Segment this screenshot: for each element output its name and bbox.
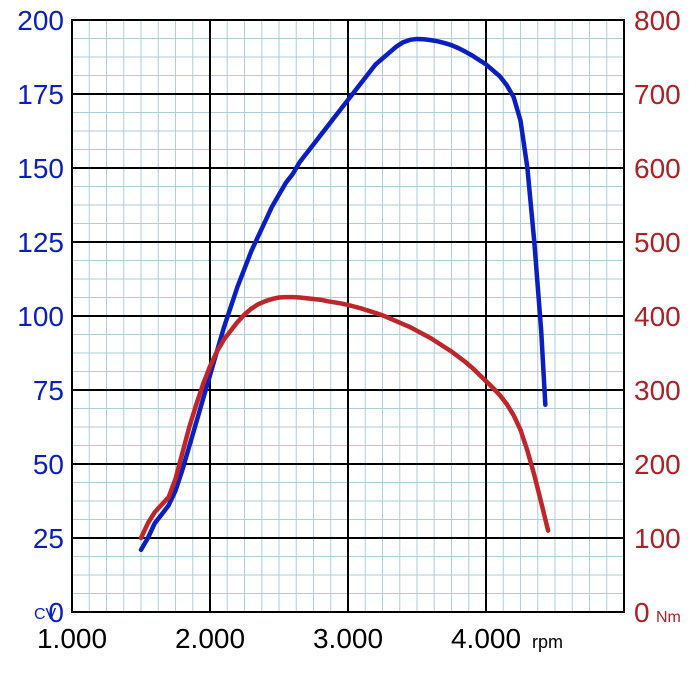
- y-right-tick: 0: [634, 597, 650, 629]
- y-right-tick: 200: [634, 449, 681, 481]
- y-right-tick: 400: [634, 301, 681, 333]
- x-tick: 4.000: [451, 623, 521, 655]
- y-right-tick: 800: [634, 5, 681, 37]
- x-unit: rpm: [532, 632, 563, 653]
- chart-canvas: [0, 0, 700, 700]
- y-right-tick: 700: [634, 79, 681, 111]
- x-tick: 2.000: [175, 623, 245, 655]
- y-left-tick: 75: [33, 375, 64, 407]
- y-right-tick: 600: [634, 153, 681, 185]
- y-right-tick: 100: [634, 523, 681, 555]
- y-left-tick: 50: [33, 449, 64, 481]
- y-left-tick: 200: [17, 5, 64, 37]
- y-left-unit: CV: [34, 606, 56, 624]
- y-right-unit: Nm: [656, 609, 681, 627]
- y-left-tick: 150: [17, 153, 64, 185]
- y-right-tick: 300: [634, 375, 681, 407]
- dyno-chart: 0255075100125150175200010020030040050060…: [0, 0, 700, 700]
- x-tick: 1.000: [37, 623, 107, 655]
- x-tick: 3.000: [313, 623, 383, 655]
- y-left-tick: 125: [17, 227, 64, 259]
- y-left-tick: 100: [17, 301, 64, 333]
- y-left-tick: 25: [33, 523, 64, 555]
- y-left-tick: 175: [17, 79, 64, 111]
- y-right-tick: 500: [634, 227, 681, 259]
